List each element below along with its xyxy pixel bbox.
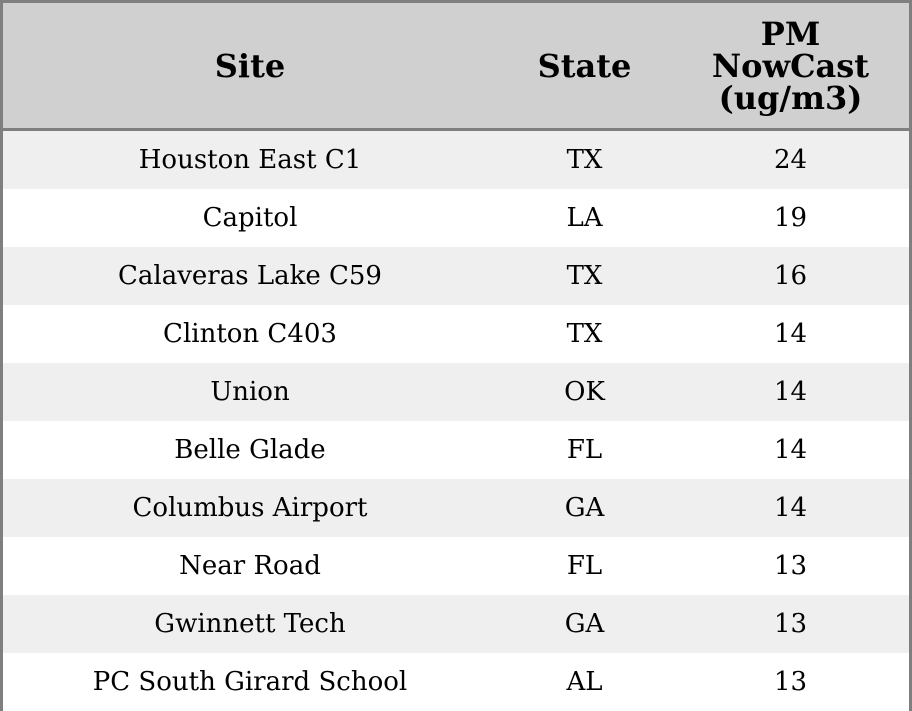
table-row: Houston East C1 TX 24 xyxy=(3,129,909,189)
table-row: PC South Girard School AL 13 xyxy=(3,653,909,711)
cell-pm: 13 xyxy=(672,595,909,653)
table-row: Near Road FL 13 xyxy=(3,537,909,595)
cell-pm: 14 xyxy=(672,421,909,479)
cell-pm: 19 xyxy=(672,189,909,247)
cell-pm: 16 xyxy=(672,247,909,305)
cell-state: GA xyxy=(497,479,672,537)
cell-pm: 13 xyxy=(672,537,909,595)
cell-pm: 24 xyxy=(672,129,909,189)
cell-pm: 14 xyxy=(672,479,909,537)
header-pm-line-1: PM xyxy=(760,14,821,53)
table-row: Gwinnett Tech GA 13 xyxy=(3,595,909,653)
cell-site: Union xyxy=(3,363,497,421)
header-state: State xyxy=(497,3,672,131)
table-body: Houston East C1 TX 24 Capitol LA 19 Cala… xyxy=(3,129,909,711)
table-row: Union OK 14 xyxy=(3,363,909,421)
cell-state: FL xyxy=(497,537,672,595)
cell-site: Columbus Airport xyxy=(3,479,497,537)
cell-state: TX xyxy=(497,129,672,189)
cell-pm: 14 xyxy=(672,305,909,363)
cell-pm: 13 xyxy=(672,653,909,711)
cell-site: Clinton C403 xyxy=(3,305,497,363)
cell-site: PC South Girard School xyxy=(3,653,497,711)
pm-nowcast-table: Site State PM NowCast (ug/m3) Houston Ea… xyxy=(3,3,909,711)
cell-site: Houston East C1 xyxy=(3,129,497,189)
header-row: Site State PM NowCast (ug/m3) xyxy=(3,3,909,131)
header-site: Site xyxy=(3,3,497,131)
table-row: Columbus Airport GA 14 xyxy=(3,479,909,537)
cell-site: Calaveras Lake C59 xyxy=(3,247,497,305)
cell-state: TX xyxy=(497,247,672,305)
cell-pm: 14 xyxy=(672,363,909,421)
table-row: Calaveras Lake C59 TX 16 xyxy=(3,247,909,305)
cell-state: TX xyxy=(497,305,672,363)
cell-site: Gwinnett Tech xyxy=(3,595,497,653)
table-row: Belle Glade FL 14 xyxy=(3,421,909,479)
table-header: Site State PM NowCast (ug/m3) xyxy=(3,3,909,131)
header-pm-line-2: NowCast xyxy=(711,46,870,85)
header-pm-line-3: (ug/m3) xyxy=(718,78,863,117)
cell-site: Belle Glade xyxy=(3,421,497,479)
cell-site: Near Road xyxy=(3,537,497,595)
cell-site: Capitol xyxy=(3,189,497,247)
cell-state: FL xyxy=(497,421,672,479)
cell-state: AL xyxy=(497,653,672,711)
table-row: Clinton C403 TX 14 xyxy=(3,305,909,363)
header-pm-nowcast: PM NowCast (ug/m3) xyxy=(672,3,909,131)
cell-state: GA xyxy=(497,595,672,653)
table-row: Capitol LA 19 xyxy=(3,189,909,247)
cell-state: OK xyxy=(497,363,672,421)
cell-state: LA xyxy=(497,189,672,247)
